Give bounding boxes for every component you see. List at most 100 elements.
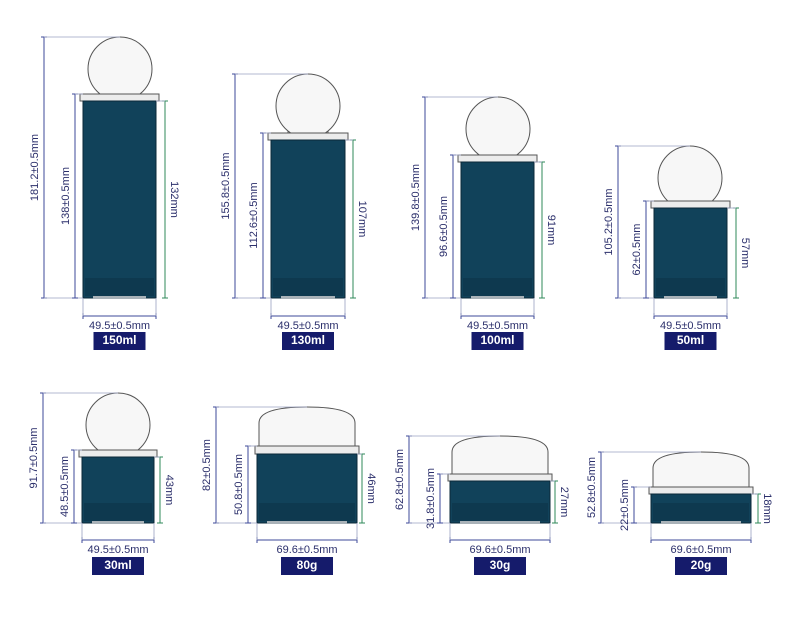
inner-height-label: 43mm: [163, 475, 175, 506]
overall-height-dimension: [213, 407, 219, 523]
jar-body: [450, 481, 550, 524]
capacity-badge: 100ml: [472, 332, 524, 350]
collar: [79, 450, 157, 457]
inner-height-label: 91mm: [545, 215, 557, 246]
product-30ml: 91.7±0.5mm 48.5±0.5mm 43mm 49.5±0.5mm 30ml: [28, 393, 175, 575]
jar-body: [651, 494, 751, 524]
overall-height-dimension: [422, 97, 428, 298]
jar-body: [257, 454, 357, 524]
inner-height-label: 132mm: [168, 181, 180, 218]
width-dimension: 49.5±0.5mm: [82, 523, 154, 556]
capacity-badge: 150ml: [94, 332, 146, 350]
inner-height-label: 57mm: [739, 238, 751, 269]
capacity-badge: 20g: [675, 557, 727, 575]
body-height-label: 31.8±0.5mm: [425, 468, 437, 529]
capacity-badge: 130ml: [282, 332, 334, 350]
capacity-label: 20g: [691, 558, 712, 572]
body-height-dimension: [437, 474, 443, 523]
overall-height-dimension: [598, 452, 604, 523]
width-label: 69.6±0.5mm: [670, 544, 731, 556]
overall-height-dimension: [232, 74, 238, 298]
body-height-label: 50.8±0.5mm: [233, 454, 245, 515]
dome-cap: [259, 407, 355, 446]
body-height-dimension: [72, 94, 78, 298]
width-label: 69.6±0.5mm: [469, 544, 530, 556]
collar: [268, 133, 348, 140]
body-height-label: 112.6±0.5mm: [248, 182, 260, 248]
jar-body: [83, 101, 156, 299]
inner-height-dimension: [733, 208, 739, 298]
sphere-cap: [86, 393, 150, 457]
capacity-label: 100ml: [480, 333, 514, 347]
body-height-dimension: [71, 450, 77, 523]
product-130ml: 155.8±0.5mm 112.6±0.5mm 107mm 49.5±0.5mm130…: [220, 74, 368, 350]
overall-height-label: 91.7±0.5mm: [28, 427, 40, 488]
jar-body: [82, 457, 154, 524]
width-dimension: 69.6±0.5mm: [450, 523, 550, 556]
body-height-dimension: [631, 487, 637, 523]
width-dimension: 69.6±0.5mm: [651, 523, 751, 556]
collar: [255, 446, 359, 454]
inner-height-label: 46mm: [365, 473, 377, 504]
width-label: 69.6±0.5mm: [276, 544, 337, 556]
overall-height-label: 62.8±0.5mm: [394, 449, 406, 510]
body-height-label: 96.6±0.5mm: [438, 196, 450, 257]
width-label: 49.5±0.5mm: [277, 320, 338, 332]
width-dimension: 49.5±0.5mm: [271, 298, 345, 332]
sphere-cap: [658, 146, 722, 210]
width-dimension: 49.5±0.5mm: [83, 298, 156, 332]
capacity-label: 130ml: [291, 333, 325, 347]
body-height-dimension: [260, 133, 266, 298]
overall-height-dimension: [406, 436, 412, 523]
overall-height-label: 139.8±0.5mm: [410, 164, 422, 231]
overall-height-dimension: [615, 146, 621, 298]
overall-height-label: 82±0.5mm: [201, 439, 213, 491]
inner-height-dimension: [162, 101, 168, 298]
capacity-label: 80g: [297, 558, 318, 572]
inner-height-dimension: [359, 454, 365, 523]
width-label: 49.5±0.5mm: [89, 320, 150, 332]
dome-cap: [653, 452, 749, 487]
inner-height-dimension: [539, 162, 545, 298]
overall-height-dimension: [41, 37, 47, 298]
inner-height-dimension: [755, 494, 761, 523]
inner-height-dimension: [157, 457, 163, 523]
capacity-label: 150ml: [102, 333, 136, 347]
sphere-cap: [88, 37, 152, 101]
body-height-label: 138±0.5mm: [60, 167, 72, 225]
capacity-badge: 50ml: [665, 332, 717, 350]
collar: [649, 487, 753, 494]
jar-body: [654, 208, 727, 299]
body-height-label: 48.5±0.5mm: [59, 456, 71, 517]
body-height-dimension: [245, 446, 251, 523]
inner-height-dimension: [350, 140, 356, 298]
width-label: 49.5±0.5mm: [660, 320, 721, 332]
inner-height-dimension: [552, 481, 558, 523]
overall-height-label: 105.2±0.5mm: [603, 188, 615, 255]
product-80g: 82±0.5mm 50.8±0.5mm 46mm 69.6±0.5mm 80g: [201, 407, 377, 575]
overall-height-dimension: [40, 393, 46, 523]
capacity-badge: 80g: [281, 557, 333, 575]
overall-height-label: 155.8±0.5mm: [220, 152, 232, 219]
inner-height-label: 18mm: [761, 493, 773, 524]
product-30g: 62.8±0.5mm 31.8±0.5mm 27mm 69.6±0.5mm 30g: [394, 436, 570, 575]
body-height-label: 22±0.5mm: [619, 479, 631, 531]
body-height-dimension: [643, 201, 649, 298]
capacity-badge: 30ml: [92, 557, 144, 575]
overall-height-label: 181.2±0.5mm: [29, 134, 41, 201]
width-dimension: 69.6±0.5mm: [257, 523, 357, 556]
width-label: 49.5±0.5mm: [87, 544, 148, 556]
width-dimension: 49.5±0.5mm: [654, 298, 727, 332]
inner-height-label: 27mm: [558, 487, 570, 518]
body-height-dimension: [450, 155, 456, 298]
width-dimension: 49.5±0.5mm: [461, 298, 534, 332]
collar: [651, 201, 730, 208]
capacity-label: 30g: [490, 558, 511, 572]
collar: [448, 474, 552, 481]
body-height-label: 62±0.5mm: [631, 224, 643, 276]
jar-body: [271, 140, 345, 299]
